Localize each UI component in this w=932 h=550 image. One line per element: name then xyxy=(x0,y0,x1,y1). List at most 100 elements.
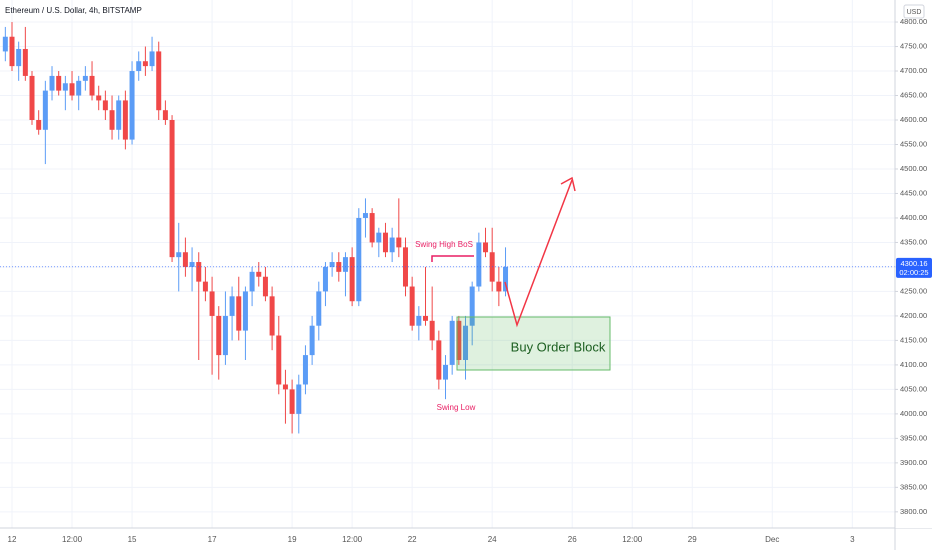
candle-body xyxy=(422,315,428,321)
projection-arrow xyxy=(504,179,573,328)
x-tick-label: 26 xyxy=(568,535,577,544)
y-tick-label: 4400.00 xyxy=(900,213,927,222)
candle-body xyxy=(182,252,188,267)
candle-body xyxy=(456,320,462,360)
candle-body xyxy=(102,100,108,111)
candle-body xyxy=(269,296,275,336)
y-tick-label: 4250.00 xyxy=(900,286,927,295)
y-tick-label: 4700.00 xyxy=(900,66,927,75)
candle-body xyxy=(69,83,75,96)
candle-body xyxy=(169,120,175,258)
candle-body xyxy=(409,286,415,326)
candle-body xyxy=(196,262,202,282)
y-tick-label: 4800.00 xyxy=(900,17,927,26)
x-tick-label: 12:00 xyxy=(62,535,83,544)
candle-body xyxy=(282,384,288,390)
candle-body xyxy=(202,281,208,292)
candle-body xyxy=(229,296,235,316)
candle-body xyxy=(156,51,162,111)
candle-body xyxy=(289,389,295,414)
last-price-label: 4300.16 xyxy=(900,259,927,268)
candle-body xyxy=(389,237,395,253)
candle-body xyxy=(369,213,375,243)
y-tick-label: 4650.00 xyxy=(900,90,927,99)
candle-body xyxy=(496,281,502,292)
countdown-label: 02:00:25 xyxy=(899,268,928,277)
candles xyxy=(0,22,895,434)
candle-body xyxy=(396,237,402,248)
candle-body xyxy=(76,80,82,96)
x-tick-label: 17 xyxy=(208,535,217,544)
candle-body xyxy=(56,75,62,91)
y-tick-label: 4000.00 xyxy=(900,409,927,418)
candle-body xyxy=(436,340,442,380)
candle-body xyxy=(36,120,42,130)
candle-body xyxy=(342,257,348,272)
candle-body xyxy=(116,100,122,130)
currency-label: USD xyxy=(907,9,922,16)
candle-body xyxy=(429,320,435,341)
candle-body xyxy=(176,252,182,258)
candle-body xyxy=(309,325,315,356)
y-tick-label: 4550.00 xyxy=(900,139,927,148)
bos-label: Swing High BoS xyxy=(415,240,473,249)
y-tick-label: 4600.00 xyxy=(900,115,927,124)
candle-body xyxy=(483,242,489,253)
candle-body xyxy=(22,48,28,76)
x-tick-label: 12 xyxy=(8,535,17,544)
y-tick-label: 4750.00 xyxy=(900,42,927,51)
arrow-head xyxy=(560,176,576,192)
candle-body xyxy=(349,257,355,302)
candle-body xyxy=(142,61,148,67)
candle-body xyxy=(416,315,422,326)
x-tick-label: 15 xyxy=(128,535,137,544)
candle-body xyxy=(276,335,282,385)
y-tick-label: 4150.00 xyxy=(900,335,927,344)
candle-body xyxy=(362,213,368,218)
candle-body xyxy=(262,276,268,297)
candle-body xyxy=(503,266,509,292)
candle-body xyxy=(249,271,255,292)
candle-body xyxy=(209,291,215,316)
axes: 4800.00 4750.00 4700.00 4650.00 4600.00 4550.… xyxy=(8,17,932,544)
candle-body xyxy=(449,320,455,365)
x-tick-label: 22 xyxy=(408,535,417,544)
candle-body xyxy=(9,36,15,67)
candle-body xyxy=(242,291,248,331)
candle-body xyxy=(42,90,48,130)
candle-body xyxy=(376,232,382,243)
candle-body xyxy=(336,262,342,272)
candle-body xyxy=(442,364,449,380)
y-tick-label: 4200.00 xyxy=(900,311,927,320)
x-tick-label: 3 xyxy=(850,535,855,544)
x-tick-label: 12:00 xyxy=(622,535,643,544)
candle-body xyxy=(296,384,302,414)
candle-body xyxy=(356,217,362,302)
chart-title: Ethereum / U.S. Dollar, 4h, BITSTAMP xyxy=(5,6,142,15)
candle-body xyxy=(316,291,322,326)
y-tick-label: 3800.00 xyxy=(900,507,927,516)
y-tick-label: 4100.00 xyxy=(900,360,927,369)
order-block-label: Buy Order Block xyxy=(511,339,606,354)
candle-body xyxy=(302,355,308,385)
candle-body xyxy=(463,325,469,360)
candle-body xyxy=(29,75,35,120)
candle-body xyxy=(122,100,128,140)
candle-body xyxy=(162,110,168,120)
candle-body xyxy=(89,75,95,96)
candle-body xyxy=(216,315,222,356)
candle-body xyxy=(96,95,102,101)
candle-body xyxy=(49,75,55,91)
order-block-box xyxy=(456,316,611,371)
x-axis-bg xyxy=(0,528,932,550)
x-tick-label: 29 xyxy=(688,535,697,544)
y-tick-label: 3950.00 xyxy=(900,433,927,442)
grid xyxy=(0,0,895,528)
candle-body xyxy=(136,61,142,72)
y-tick-label: 3850.00 xyxy=(900,482,927,491)
currency-box xyxy=(903,4,925,19)
swing-low-label: Swing Low xyxy=(437,403,476,412)
x-tick-label: Dec xyxy=(765,535,779,544)
candle-body xyxy=(82,75,88,81)
